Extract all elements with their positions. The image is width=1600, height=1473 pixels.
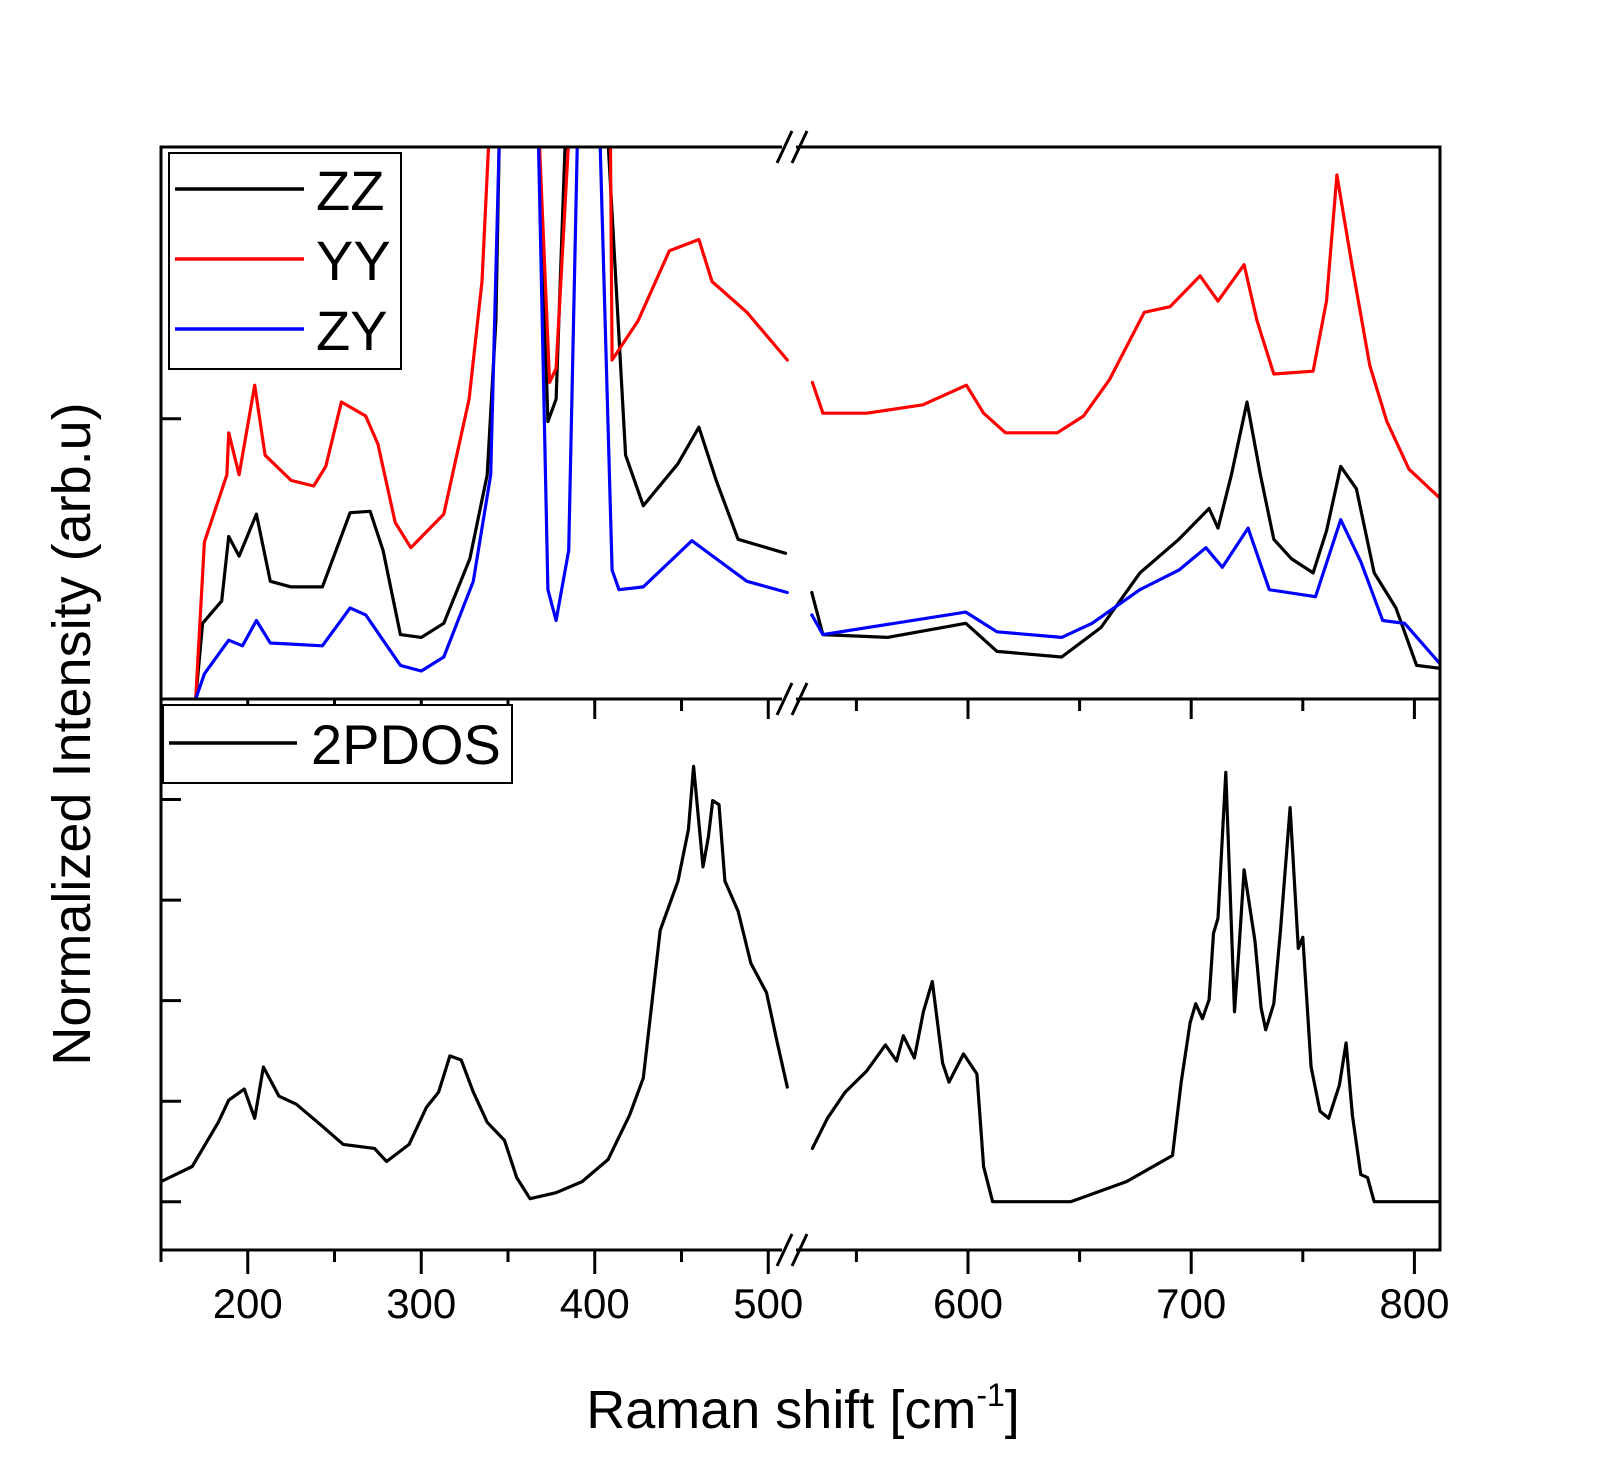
series-zy-segment-1: [194, 147, 789, 699]
axis-ticks: [159, 417, 1416, 1274]
legend-top: ZZ YY ZY: [168, 152, 402, 370]
axis-break-slash: [790, 1233, 809, 1267]
x-axis-title-superscript: -1: [976, 1377, 1004, 1413]
x-tick-label: 500: [733, 1280, 803, 1327]
axis-break-slash: [790, 130, 809, 164]
x-tick-label: 600: [933, 1280, 1003, 1327]
x-tick-label: 200: [213, 1280, 283, 1327]
series-zz-segment-2: [810, 400, 1440, 670]
legend-label-zy: ZY: [316, 299, 388, 362]
axis-break-slash: [775, 682, 794, 716]
legend-label-zz: ZZ: [316, 159, 384, 222]
axis-break-gap: [782, 695, 796, 703]
series-yy-segment-2: [810, 173, 1440, 499]
series-2pdos-segment-2: [810, 770, 1440, 1204]
axis-break-slash: [790, 682, 809, 716]
x-axis-title-suffix: ]: [1005, 1380, 1020, 1440]
y-axis-title: Normalized Intensity (arb.u): [42, 402, 102, 1065]
x-tick-label: 400: [560, 1280, 630, 1327]
legend-label-2pdos: 2PDOS: [311, 713, 501, 776]
x-axis-title-main: Raman shift [cm: [586, 1380, 976, 1440]
legend-label-yy: YY: [316, 229, 391, 292]
legend-bottom: 2PDOS: [162, 704, 513, 784]
x-tick-label: 700: [1156, 1280, 1226, 1327]
axis-break-marks: [775, 130, 809, 1267]
bottom-panel-curves: [161, 764, 1440, 1204]
axis-break-gap: [782, 143, 796, 151]
series-zy-segment-2: [810, 518, 1440, 665]
top-panel-curves: [194, 147, 1440, 699]
axis-break-gap: [782, 1246, 796, 1254]
axis-break-slash: [775, 130, 794, 164]
x-tick-label: 800: [1379, 1280, 1449, 1327]
axis-break-slash: [775, 1233, 794, 1267]
x-tick-labels: 200 300 400 500 600 700 800: [213, 1280, 1450, 1327]
x-axis-title: Raman shift [cm-1]: [586, 1377, 1020, 1440]
x-tick-label: 300: [386, 1280, 456, 1327]
series-2pdos-segment-1: [161, 764, 789, 1201]
series-yy-segment-1: [194, 147, 789, 699]
